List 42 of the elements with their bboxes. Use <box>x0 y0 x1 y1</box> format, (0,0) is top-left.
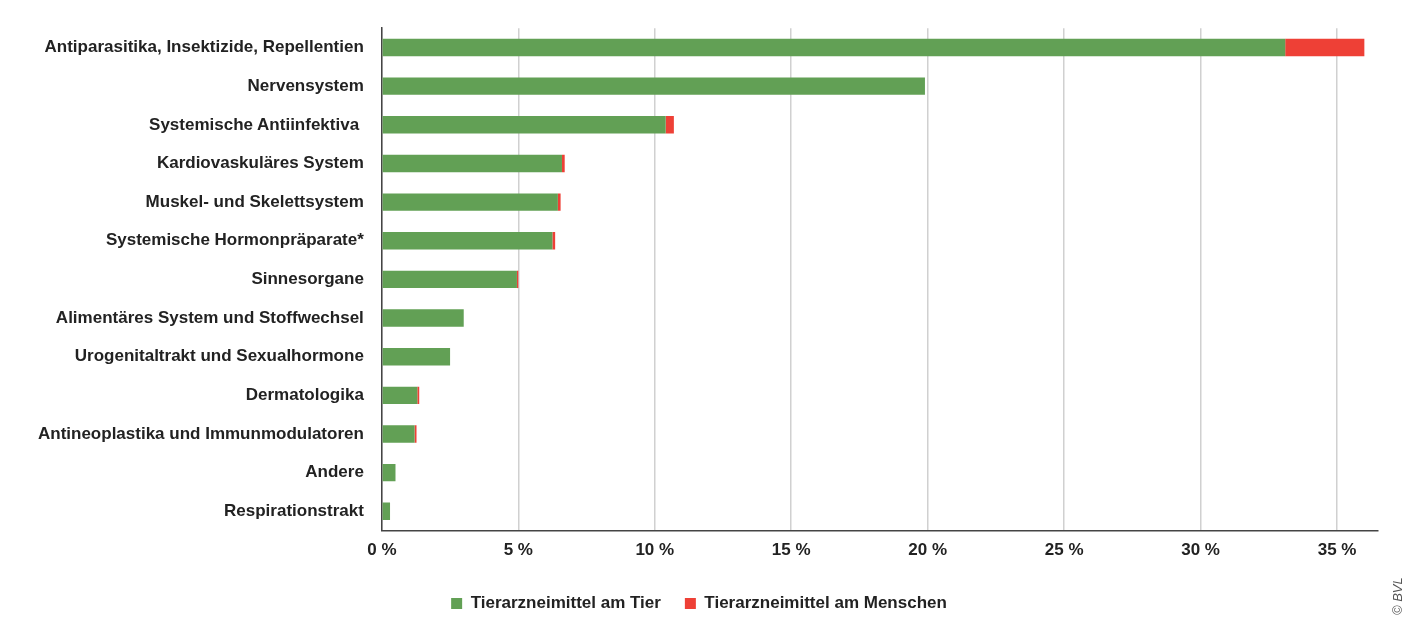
x-tick-label: 30 % <box>1181 540 1220 560</box>
bar <box>382 232 553 250</box>
x-tick-label: 35 % <box>1317 540 1357 560</box>
bar <box>557 193 561 211</box>
y-tick-label: Urogenitaltrakt und Sexualhormone <box>74 346 364 366</box>
x-tick-label: 15 % <box>771 540 811 560</box>
bar <box>382 463 396 482</box>
bar <box>382 270 517 289</box>
bar <box>382 77 925 95</box>
bar <box>382 348 451 366</box>
text: © BVL <box>1389 577 1405 615</box>
bar <box>552 232 556 250</box>
y-tick-label: Andere <box>305 462 364 482</box>
x-tick-label: 25 % <box>1044 540 1084 560</box>
legend-label: Tierarzneimittel am Tier <box>470 593 662 613</box>
bar <box>382 38 1286 57</box>
y-tick-label: Dermatologika <box>245 385 365 405</box>
x-tick-label: 0 % <box>367 540 397 560</box>
y-tick-label: Alimentäres System und Stoffwechsel <box>55 307 364 327</box>
bar <box>561 154 565 173</box>
y-tick-label: Respirationstrakt <box>224 500 365 520</box>
y-tick-label: Nervensystem <box>247 75 364 95</box>
y-tick-label: Kardiovaskuläres System <box>156 153 364 173</box>
bar <box>382 154 562 173</box>
legend-label: Tierarzneimittel am Menschen <box>704 593 947 613</box>
bar <box>382 425 415 443</box>
y-tick-label: Antiparasitika, Insektizide, Repellentien <box>44 37 364 57</box>
x-tick-label: 20 % <box>908 540 948 560</box>
x-tick-label: 5 % <box>503 540 533 560</box>
x-tick-label: 10 % <box>635 540 675 560</box>
y-tick-label: Sinnesorgane <box>251 269 364 289</box>
y-tick-label: Antineoplastika und Immunmodulatoren <box>37 423 364 443</box>
bar <box>382 193 558 211</box>
bar <box>382 502 391 520</box>
bar <box>382 309 464 327</box>
y-tick-label: Systemische Hormonpräparate* <box>105 230 365 250</box>
y-tick-label: Muskel- und Skelettsystem <box>145 191 364 211</box>
bar <box>382 116 666 134</box>
bar <box>382 386 418 405</box>
bar <box>1285 38 1365 57</box>
y-tick-label: Systemische Antiinfektiva <box>149 114 364 134</box>
bar <box>665 116 674 134</box>
